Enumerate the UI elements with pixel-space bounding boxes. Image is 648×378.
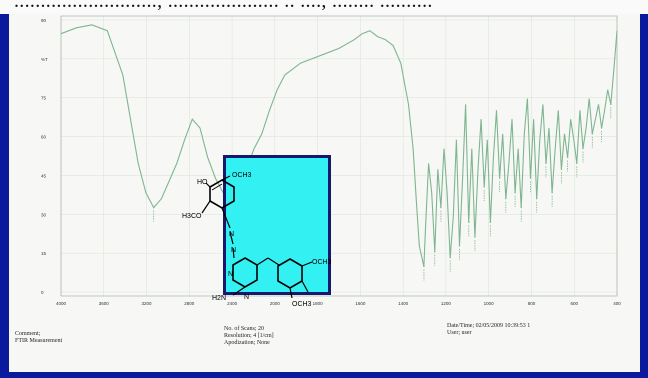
label-n-4: N bbox=[244, 294, 249, 301]
datetime-text: Date/Time; 02/05/2009 10:39:53 1 bbox=[447, 323, 531, 329]
spectrum-point bbox=[576, 162, 578, 165]
x-tick-label: 600 bbox=[570, 301, 578, 306]
x-tick-label: 400 bbox=[613, 301, 621, 306]
x-tick-label: 1200 bbox=[441, 301, 452, 306]
label-n-2: N bbox=[231, 247, 236, 254]
spectrum-point bbox=[582, 147, 584, 150]
spectrum-point bbox=[483, 186, 485, 188]
spectrum-point bbox=[566, 156, 569, 159]
y-tick-label: 30 bbox=[41, 212, 47, 217]
spectrum-point bbox=[551, 192, 553, 194]
y-tick-label: 45 bbox=[41, 173, 47, 178]
x-tick-label: 4000 bbox=[56, 301, 67, 306]
scans-text: No. of Scans; 20 bbox=[224, 326, 264, 332]
caption-text: ..........................., ...........… bbox=[14, 0, 433, 12]
label-n-1: N bbox=[229, 231, 234, 238]
y-tick-label: 90 bbox=[41, 18, 47, 23]
spectrum-point bbox=[434, 251, 436, 253]
date-user-block: Date/Time; 02/05/2009 10:39:53 1 User; u… bbox=[447, 323, 530, 337]
x-tick-label: 2400 bbox=[227, 301, 238, 306]
label-och3-top: OCH3 bbox=[232, 172, 252, 179]
spectrum-point bbox=[468, 221, 470, 224]
label-n-3: N bbox=[228, 271, 233, 278]
y-tick-label: %T bbox=[41, 57, 48, 62]
comment-label: Comment; bbox=[15, 331, 41, 337]
spectrum-point bbox=[458, 245, 461, 247]
x-tick-label: 1600 bbox=[355, 301, 366, 306]
spectrum-point bbox=[545, 162, 547, 165]
resolution-text: Resolution; 4 [1/cm] bbox=[224, 333, 274, 339]
apodization-text: Apodization; None bbox=[224, 340, 270, 346]
spectrum-sheet: 4000 3600 3200 2800 2400 2000 1800 1600 1400 1200… bbox=[9, 14, 640, 372]
spectrum-point bbox=[423, 265, 425, 268]
caption-strip: ..........................., ...........… bbox=[0, 0, 648, 14]
label-h2n: H2N bbox=[212, 295, 226, 302]
x-tick-label: 1400 bbox=[398, 301, 409, 306]
user-text: User; user bbox=[447, 330, 472, 336]
spectrum-point bbox=[505, 198, 507, 200]
spectrum-point bbox=[514, 192, 516, 194]
y-tick-label: 0 bbox=[41, 290, 44, 295]
spectrum-point bbox=[610, 103, 612, 106]
spectrum-point bbox=[152, 206, 155, 209]
molecule-inset-box bbox=[223, 155, 331, 295]
y-tick-label: 60 bbox=[41, 135, 47, 140]
label-och3-bottom: OCH3 bbox=[292, 301, 312, 308]
x-tick-label: 3200 bbox=[142, 301, 153, 306]
pyrimidine-ring bbox=[232, 257, 258, 288]
lower-benzene-ring bbox=[277, 258, 303, 289]
x-tick-label: 2000 bbox=[270, 301, 281, 306]
x-tick-label: 2800 bbox=[184, 301, 195, 306]
spectrum-point bbox=[489, 221, 492, 224]
x-tick-label: 1800 bbox=[313, 301, 324, 306]
spectrum-point bbox=[440, 206, 442, 209]
spectrum-point bbox=[498, 177, 501, 179]
comment-block: Comment; FTIR Measurement bbox=[15, 331, 62, 345]
spectrum-point bbox=[560, 168, 563, 170]
spectrum-point bbox=[535, 198, 538, 200]
spectrum-point bbox=[529, 177, 532, 179]
spectrum-point bbox=[449, 256, 451, 259]
spectrum-point bbox=[474, 236, 476, 238]
label-och3-right: OCH3 bbox=[312, 259, 332, 266]
label-h3co: H3CO bbox=[182, 213, 202, 220]
spectrum-point bbox=[600, 127, 603, 129]
label-ho: HO bbox=[197, 179, 208, 186]
x-tick-label: 800 bbox=[528, 301, 536, 306]
y-tick-label: 15 bbox=[41, 251, 47, 256]
x-tick-label: 3600 bbox=[99, 301, 110, 306]
plot-frame bbox=[60, 15, 618, 297]
comment-value: FTIR Measurement bbox=[15, 338, 63, 344]
x-tick-label: 1000 bbox=[484, 301, 495, 306]
y-tick-label: 75 bbox=[41, 96, 47, 101]
spectrum-point bbox=[520, 206, 522, 209]
scan-parameters: No. of Scans; 20 Resolution; 4 [1/cm] Ap… bbox=[224, 326, 274, 347]
spectrum-point bbox=[591, 133, 593, 135]
